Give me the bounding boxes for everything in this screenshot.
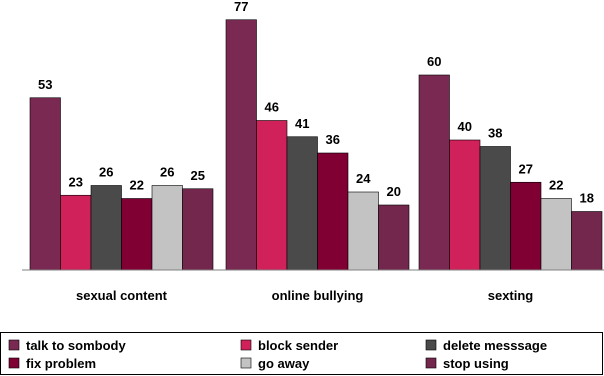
bar-online-bullying-go-away <box>347 191 379 271</box>
bar-online-bullying-block-sender <box>256 120 288 271</box>
value-label-sexual-content-fix-problem: 22 <box>130 178 144 193</box>
legend-label-stop-using: stop using <box>443 356 509 371</box>
value-label-sexting-stop-using: 18 <box>580 191 594 206</box>
bar-sexual-content-block-sender <box>60 194 92 271</box>
value-label-online-bullying-talk-to-sombody: 77 <box>234 0 248 14</box>
bar-online-bullying-stop-using <box>378 204 410 271</box>
legend: talk to sombody block sender delete messsa… <box>8 338 547 371</box>
category-label-online-bullying: online bullying <box>272 288 364 303</box>
bar-sexting-block-sender <box>449 139 481 271</box>
value-label-sexual-content-delete-messsage: 26 <box>99 165 113 180</box>
legend-label-delete-messsage: delete messsage <box>443 338 547 353</box>
legend-swatch-block-sender <box>240 339 252 351</box>
value-label-sexting-delete-messsage: 38 <box>488 126 502 141</box>
bar-sexting-go-away <box>540 198 572 271</box>
value-label-online-bullying-block-sender: 46 <box>265 100 279 115</box>
bar-sexual-content-talk-to-sombody <box>29 97 61 271</box>
bar-sexting-talk-to-sombody <box>418 74 450 271</box>
bar-sexual-content-fix-problem <box>121 198 153 271</box>
value-label-online-bullying-delete-messsage: 41 <box>295 116 309 131</box>
value-label-online-bullying-go-away: 24 <box>356 171 371 186</box>
bar-sexual-content-delete-messsage <box>90 185 122 271</box>
legend-label-go-away: go away <box>258 356 310 371</box>
legend-swatch-stop-using <box>425 357 437 369</box>
legend-swatch-talk-to-sombody <box>8 339 20 351</box>
bar-sexual-content-stop-using <box>182 188 214 271</box>
bar-sexting-stop-using <box>571 211 603 271</box>
bar-sexting-fix-problem <box>510 181 542 271</box>
value-label-online-bullying-stop-using: 20 <box>387 184 401 199</box>
legend-swatch-fix-problem <box>8 357 20 369</box>
bar-sexual-content-go-away <box>151 185 183 271</box>
bar-sexting-delete-messsage <box>479 146 511 271</box>
value-label-sexting-fix-problem: 27 <box>519 161 533 176</box>
bar-online-bullying-talk-to-sombody <box>225 19 257 271</box>
legend-label-block-sender: block sender <box>258 338 338 353</box>
legend-label-fix-problem: fix problem <box>26 356 96 371</box>
legend-box <box>0 332 603 375</box>
category-label-sexting: sexting <box>488 288 534 303</box>
value-label-sexual-content-block-sender: 23 <box>69 174 83 189</box>
bar-online-bullying-fix-problem <box>317 152 349 271</box>
category-label-sexual-content: sexual content <box>76 288 168 303</box>
value-label-sexting-talk-to-sombody: 60 <box>427 54 441 69</box>
value-label-sexting-go-away: 22 <box>549 178 563 193</box>
value-label-sexual-content-go-away: 26 <box>160 165 174 180</box>
category-labels-layer: sexual content online bullying sexting <box>76 288 533 303</box>
legend-swatch-go-away <box>240 357 252 369</box>
bar-online-bullying-delete-messsage <box>286 136 318 271</box>
bars-layer <box>29 19 603 271</box>
legend-swatch-delete-messsage <box>425 339 437 351</box>
value-labels-layer: 53 23 26 22 26 25 77 46 41 36 24 20 60 40 38 27 22 18 <box>38 0 594 206</box>
legend-label-talk-to-sombody: talk to sombody <box>26 338 126 353</box>
value-label-sexual-content-stop-using: 25 <box>191 168 205 183</box>
value-label-sexting-block-sender: 40 <box>458 119 472 134</box>
value-label-sexual-content-talk-to-sombody: 53 <box>38 77 52 92</box>
value-label-online-bullying-fix-problem: 36 <box>326 132 340 147</box>
